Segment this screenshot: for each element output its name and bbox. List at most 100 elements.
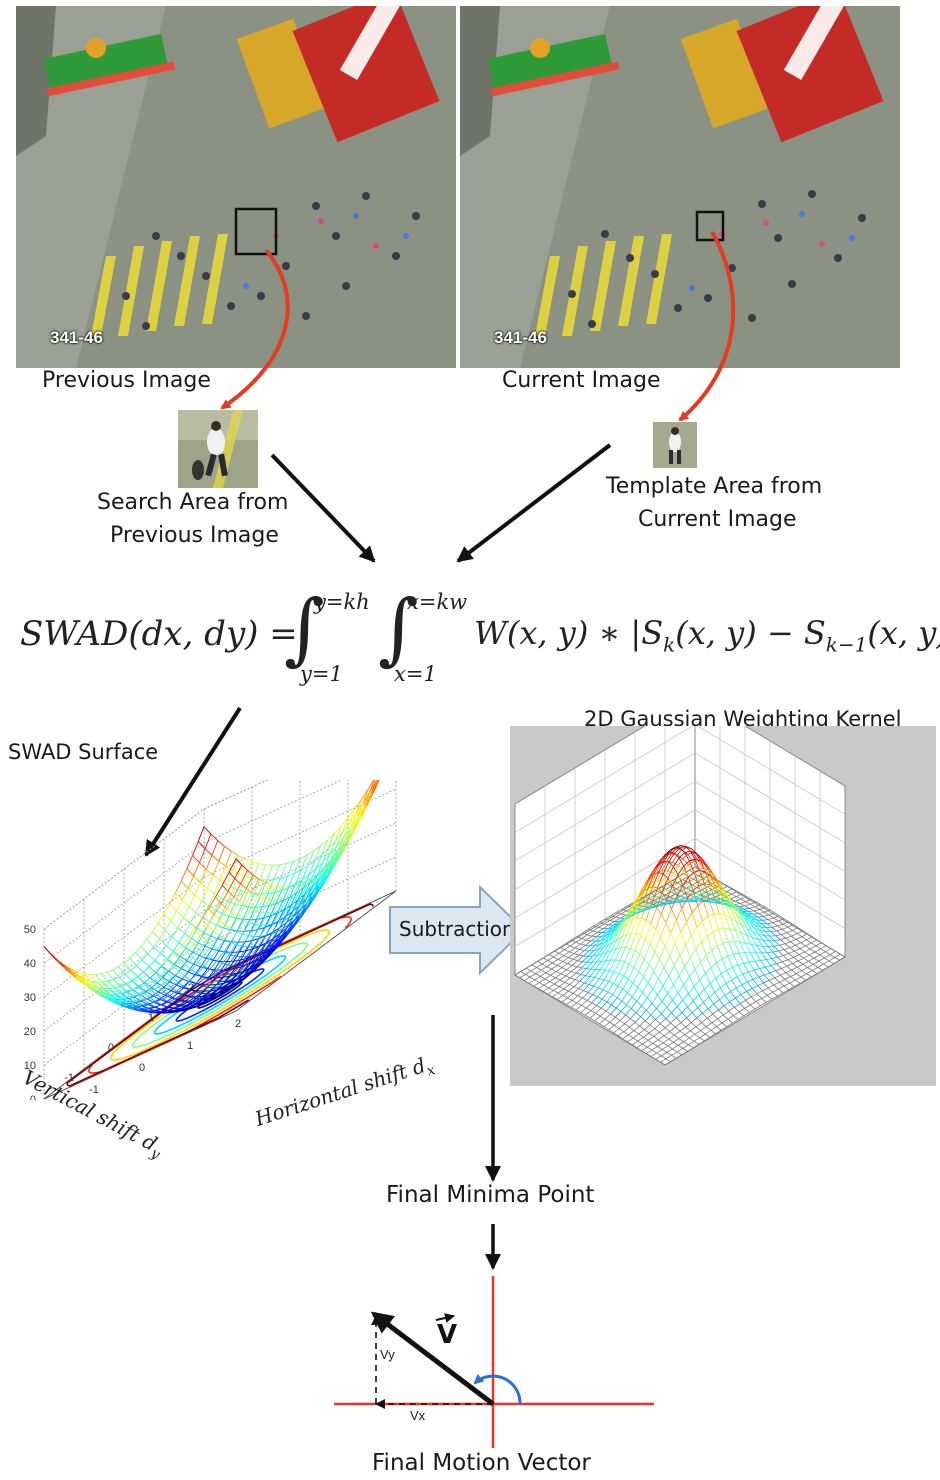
gauss-mesh-line <box>788 953 794 958</box>
swad-mesh-line <box>158 982 166 988</box>
gauss-mesh-line <box>682 876 689 881</box>
gauss-mesh-line <box>681 1050 688 1056</box>
gauss-mesh-line <box>610 1007 617 1015</box>
gauss-mesh-line <box>616 947 622 950</box>
gauss-mesh-line <box>758 913 764 917</box>
gauss-mesh-line <box>658 1039 664 1044</box>
gauss-mesh-line <box>766 958 772 960</box>
gauss-mesh-line <box>666 883 672 887</box>
gauss-mesh-line <box>701 935 708 943</box>
swad-mesh-line <box>300 855 308 871</box>
gauss-mesh-line <box>726 888 733 893</box>
gauss-mesh-line <box>683 1037 690 1043</box>
gauss-mesh-line <box>632 897 640 911</box>
swad-mesh-line <box>208 893 215 907</box>
swad-mesh-line <box>226 870 233 885</box>
gauss-mesh-line <box>543 981 550 986</box>
gauss-mesh-line <box>608 931 615 941</box>
swad-mesh-line <box>194 918 203 930</box>
gauss-mesh-line <box>514 974 520 979</box>
gauss-mesh-line <box>811 936 818 941</box>
gauss-mesh-line <box>525 974 531 978</box>
gauss-mesh-line <box>571 939 577 943</box>
gauss-mesh-line <box>669 846 676 853</box>
swad-mesh-line <box>199 949 206 955</box>
gauss-mesh-line <box>828 957 835 962</box>
gauss-mesh-line <box>700 961 706 974</box>
gauss-mesh-line <box>662 861 670 875</box>
gauss-mesh-line <box>768 940 775 947</box>
gauss-mesh-line <box>570 945 576 949</box>
swad-mesh-line <box>335 825 342 841</box>
gauss-mesh-line <box>800 939 807 944</box>
swad-mesh-line <box>363 793 372 807</box>
swad-x-tick-label: 0 <box>139 1062 145 1074</box>
gauss-mesh-line <box>613 983 619 987</box>
swad-mesh-line <box>172 959 181 967</box>
gauss-mesh-line <box>683 873 689 877</box>
swad-mesh-line <box>248 965 256 974</box>
gauss-mesh-line <box>742 971 749 975</box>
integral-sign-y: ∫ <box>284 584 325 674</box>
swad-mesh-line <box>267 944 276 955</box>
swad-mesh-line <box>148 1003 156 1008</box>
gauss-mesh-line <box>806 970 813 975</box>
swad-mesh-line <box>242 963 249 972</box>
swad-mesh-line <box>159 971 167 978</box>
gauss-mesh-line <box>700 892 707 896</box>
gauss-mesh-line <box>669 896 675 900</box>
gauss-mesh-line <box>672 854 678 863</box>
swad-mesh-line <box>146 998 154 1003</box>
gauss-mesh-line <box>681 908 687 922</box>
swad-mesh-line <box>323 859 332 869</box>
gauss-mesh-line <box>675 908 683 921</box>
swad-mesh-line <box>142 1003 150 1006</box>
gauss-mesh-line <box>692 1044 699 1049</box>
swad-mesh-line <box>135 946 142 954</box>
swad-mesh-line <box>163 991 170 996</box>
gauss-mesh-line <box>700 886 706 890</box>
swad-mesh-line <box>155 1001 162 1006</box>
swad-mesh-line <box>150 997 157 1003</box>
swad-mesh-line <box>247 936 255 948</box>
gauss-mesh-line <box>716 962 722 975</box>
gauss-mesh-line <box>608 1025 615 1031</box>
gauss-mesh-line <box>695 1022 702 1028</box>
gauss-mesh-line <box>758 934 764 941</box>
swad-mesh-line <box>280 875 288 879</box>
gauss-mesh-line <box>686 1017 692 1023</box>
gauss-mesh-line <box>550 974 556 979</box>
gauss-mesh-line <box>739 999 746 1005</box>
swad-mesh-line <box>160 945 167 954</box>
gauss-mesh-line <box>739 903 745 907</box>
gauss-mesh-line <box>570 972 577 979</box>
gauss-mesh-line <box>593 978 600 987</box>
swad-mesh-line <box>184 975 191 981</box>
swad-mesh-line <box>251 945 260 957</box>
swad-mesh-line <box>282 917 291 929</box>
gauss-mesh-line <box>754 961 761 969</box>
swad-mesh-line <box>155 998 164 1003</box>
gauss-mesh-line <box>621 905 628 910</box>
gauss-mesh-line <box>671 1012 677 1019</box>
gauss-mesh-line <box>655 914 662 930</box>
swad-mesh-line <box>224 928 232 940</box>
gauss-mesh-line <box>775 968 782 972</box>
gauss-mesh-line <box>778 918 785 922</box>
gauss-mesh-line <box>717 880 724 890</box>
swad-mesh-line <box>139 974 148 980</box>
swad-mesh-line <box>283 916 290 921</box>
gauss-mesh-line <box>665 885 672 890</box>
gauss-mesh-line <box>685 944 691 958</box>
gauss-mesh-line <box>552 962 558 966</box>
gauss-mesh-line <box>677 865 685 871</box>
gauss-mesh-line <box>585 975 591 978</box>
gauss-mesh-line <box>668 873 674 882</box>
swad-mesh-line <box>43 946 52 955</box>
swad-mesh-line <box>163 913 172 922</box>
gauss-mesh-line <box>666 1006 672 1014</box>
gauss-mesh-line <box>746 896 752 900</box>
gauss-mesh-line <box>634 950 640 955</box>
gauss-mesh-line <box>655 1055 662 1060</box>
gauss-mesh-line <box>820 948 826 953</box>
